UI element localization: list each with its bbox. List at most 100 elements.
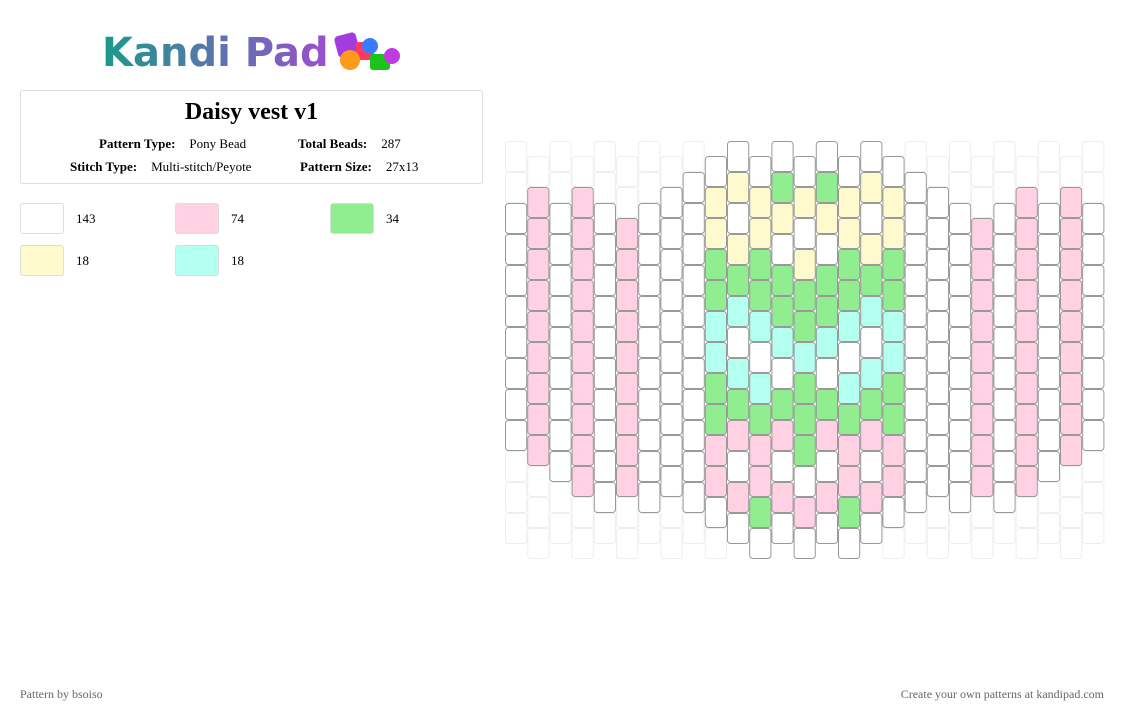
bead [882, 218, 905, 249]
bead [682, 265, 705, 296]
bead [860, 513, 883, 544]
bead [771, 327, 794, 358]
bead [704, 311, 727, 342]
bead [638, 420, 661, 451]
bead [704, 404, 727, 435]
bead [704, 466, 727, 497]
bead [593, 358, 616, 389]
empty-bead [593, 513, 616, 544]
bead [549, 327, 572, 358]
bead [638, 203, 661, 234]
bead [993, 482, 1016, 513]
empty-bead [505, 141, 528, 172]
bead [593, 234, 616, 265]
info-value: 287 [381, 136, 401, 151]
empty-bead [1015, 497, 1038, 528]
bead [527, 435, 550, 466]
bead [549, 420, 572, 451]
bead [771, 203, 794, 234]
bead [1037, 327, 1061, 358]
empty-bead [1015, 528, 1038, 559]
bead [949, 296, 972, 327]
bead [904, 203, 927, 234]
bead [793, 218, 816, 249]
empty-bead [926, 528, 949, 559]
bead [527, 218, 550, 249]
empty-bead [882, 528, 905, 559]
bead [527, 187, 550, 218]
bead [949, 203, 972, 234]
empty-bead [593, 141, 616, 172]
bead [1082, 389, 1105, 420]
empty-bead [1082, 482, 1105, 513]
bead [993, 420, 1016, 451]
bead [593, 482, 616, 513]
bead [749, 497, 772, 528]
bead [904, 358, 927, 389]
bead [616, 249, 639, 280]
bead [505, 327, 528, 358]
bead [616, 466, 639, 497]
bead [505, 203, 528, 234]
bead [949, 327, 972, 358]
bead [815, 203, 838, 234]
bead [727, 513, 750, 544]
empty-bead [1060, 497, 1083, 528]
bead [1015, 218, 1038, 249]
bead [505, 358, 528, 389]
empty-bead [616, 497, 639, 528]
empty-bead [638, 172, 661, 203]
bead [527, 342, 550, 373]
footer-link: Create your own patterns at kandipad.com [900, 687, 1104, 701]
bead [771, 389, 794, 420]
bead [1060, 373, 1083, 404]
bead [727, 265, 750, 296]
bead [882, 404, 905, 435]
bead [949, 358, 972, 389]
bead [727, 358, 750, 389]
empty-bead [571, 497, 594, 528]
bead [793, 497, 816, 528]
bead [660, 373, 683, 404]
color-count: 18 [76, 253, 89, 268]
bead [838, 373, 861, 404]
empty-bead [1037, 141, 1061, 172]
bead [904, 451, 927, 482]
bead [971, 249, 994, 280]
bead [1060, 249, 1083, 280]
empty-bead [1082, 451, 1105, 482]
bead [682, 203, 705, 234]
bead [860, 172, 883, 203]
empty-bead [593, 172, 616, 203]
bead [971, 373, 994, 404]
info-row: Stitch Type: Multi-stitch/Peyote [70, 159, 251, 175]
bead [838, 435, 861, 466]
bead [505, 420, 528, 451]
bead [838, 156, 861, 187]
empty-bead [616, 187, 639, 218]
bead [926, 373, 949, 404]
empty-bead [571, 156, 594, 187]
bead [815, 358, 838, 389]
pattern-title: Daisy vest v1 [184, 99, 319, 125]
bead [593, 327, 616, 358]
bead [771, 358, 794, 389]
bead [838, 342, 861, 373]
bead [1060, 187, 1083, 218]
empty-bead [505, 482, 528, 513]
bead [638, 358, 661, 389]
empty-bead [1060, 156, 1083, 187]
bead [993, 389, 1016, 420]
bead [704, 342, 727, 373]
bead [549, 203, 572, 234]
bead [993, 327, 1016, 358]
bead [949, 265, 972, 296]
bead [815, 513, 838, 544]
footer-credit: Pattern by bsoiso [20, 687, 103, 701]
bead [971, 342, 994, 373]
bead [571, 187, 594, 218]
empty-bead [904, 141, 927, 172]
bead [904, 296, 927, 327]
bead [616, 342, 639, 373]
